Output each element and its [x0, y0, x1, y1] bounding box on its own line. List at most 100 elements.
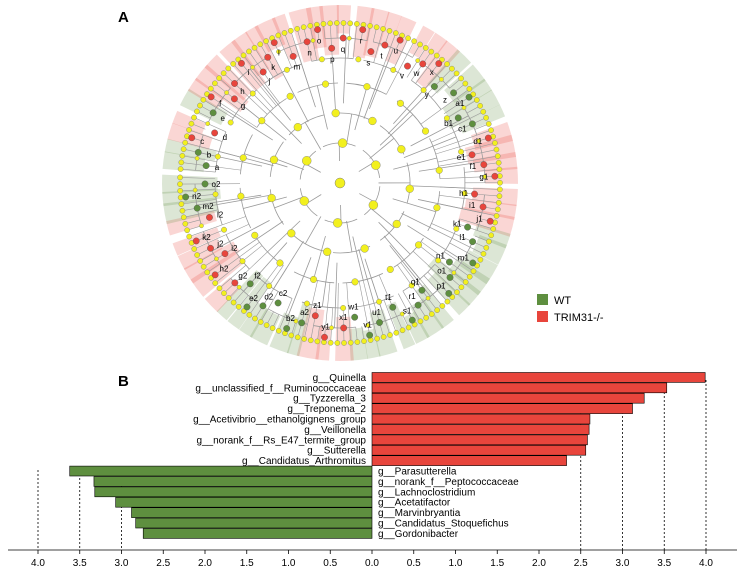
- clade-label: b2: [286, 314, 295, 323]
- cladogram-branch: [196, 194, 262, 206]
- cladogram-branch: [464, 192, 500, 197]
- x-tick-label: 2.5: [156, 558, 170, 569]
- cladogram-leaf: [191, 246, 198, 252]
- cladogram-branch: [180, 177, 216, 179]
- cladogram-branch: [352, 23, 358, 59]
- cladogram-node: [433, 204, 441, 212]
- cladogram-branch: [439, 195, 499, 204]
- cladogram-branch: [434, 129, 492, 151]
- cladogram-branch: [438, 155, 498, 167]
- bar-label: g__unclassified_f__Ruminococcaceae: [195, 383, 366, 394]
- cladogram-node: [214, 256, 219, 262]
- cladogram-leaf: [182, 139, 188, 146]
- cladogram-branch: [265, 40, 283, 73]
- cladogram-branch: [363, 65, 384, 119]
- cladogram-leaf: [490, 226, 497, 232]
- cladogram-branch: [181, 162, 241, 171]
- clade-node: [209, 109, 217, 117]
- cladogram-leaf: [477, 256, 484, 263]
- cladogram-node: [346, 35, 352, 41]
- clade-node: [207, 244, 214, 252]
- cladogram-leaf: [334, 340, 341, 346]
- clade-label: d1: [473, 137, 482, 146]
- cladogram-branch: [431, 117, 487, 143]
- clade-node: [404, 62, 411, 70]
- cladogram-branch: [383, 299, 397, 333]
- cladogram-arc: [429, 138, 441, 179]
- cladogram-leaf: [347, 339, 354, 346]
- cladogram-leaf: [225, 65, 232, 72]
- cladogram-branch: [228, 68, 271, 112]
- x-tick-label: 0.5: [407, 558, 421, 569]
- cladogram-branch: [446, 99, 477, 119]
- cladogram-branch: [383, 32, 397, 66]
- clade-label: i1: [469, 201, 476, 210]
- clade-label: c: [200, 137, 204, 146]
- clade-node: [202, 162, 210, 170]
- cladogram-leaf: [314, 338, 321, 345]
- clade-highlight: [288, 7, 320, 63]
- cladogram-node: [351, 278, 359, 286]
- x-tick-label: 3.0: [616, 558, 630, 569]
- clade-node: [311, 312, 319, 320]
- clade-label: i2: [231, 244, 238, 253]
- bar-label: g__norank_f__Peptococcaceae: [378, 477, 519, 488]
- clade-node: [231, 279, 239, 287]
- cladogram-branch: [369, 48, 394, 110]
- clade-node: [303, 38, 311, 46]
- cladogram-branch: [309, 25, 318, 61]
- cladogram-node: [421, 127, 429, 135]
- clade-node: [445, 290, 453, 297]
- cladogram-branch: [183, 209, 218, 218]
- clade-label: n2: [192, 192, 201, 201]
- cladogram-branch: [435, 136, 494, 155]
- legend-label-wt: WT: [554, 295, 571, 307]
- clade-label: k2: [202, 233, 211, 242]
- clade-label: p: [330, 55, 335, 64]
- cladogram-branch: [337, 282, 339, 343]
- cladogram-node: [322, 80, 330, 88]
- cladogram-branch: [219, 264, 247, 289]
- cladogram-leaf: [269, 325, 276, 331]
- cladogram-arc: [342, 272, 384, 284]
- cladogram-node: [443, 115, 450, 122]
- cladogram-node: [237, 192, 245, 200]
- cladogram-branch: [206, 93, 258, 128]
- cladogram-leaf: [399, 327, 406, 334]
- cladogram-branch: [392, 38, 409, 71]
- cladogram-node: [453, 225, 460, 232]
- clade-label: o2: [212, 180, 221, 189]
- cladogram-node: [304, 300, 310, 307]
- clade-label: j: [268, 77, 271, 86]
- cladogram-branch: [444, 251, 474, 272]
- clade-label: h1: [459, 189, 468, 198]
- cladogram-leaf: [186, 127, 192, 133]
- cladogram-node: [227, 119, 234, 126]
- cladogram-node: [323, 247, 332, 256]
- cladogram-branch: [243, 196, 287, 209]
- x-tick-label: 4.0: [699, 558, 713, 569]
- cladogram-branch: [369, 138, 395, 159]
- clade-label: b: [207, 151, 212, 160]
- cladogram-node: [302, 156, 312, 166]
- cladogram-leaf: [294, 334, 301, 341]
- cladogram-leaf: [246, 312, 253, 318]
- cladogram-leaf: [488, 127, 494, 134]
- cladogram-leaf: [225, 295, 232, 301]
- cladogram-leaf: [235, 304, 242, 310]
- cladogram-branch: [431, 223, 487, 249]
- cladogram-node: [451, 270, 457, 276]
- x-tick-label: 0.5: [323, 558, 337, 569]
- cladogram-leaf: [177, 181, 183, 187]
- cladogram-branch: [316, 85, 328, 130]
- cladogram-branch: [210, 242, 260, 279]
- clade-label: a: [215, 163, 220, 172]
- cladogram-leaf: [177, 174, 183, 181]
- cladogram-branch: [313, 235, 326, 280]
- cladogram-node: [425, 295, 431, 301]
- cladogram-leaf: [493, 213, 500, 219]
- clade-node: [206, 214, 213, 221]
- cladogram-branch: [427, 68, 453, 94]
- cladogram-node: [221, 226, 227, 233]
- cladogram-branch: [354, 86, 368, 131]
